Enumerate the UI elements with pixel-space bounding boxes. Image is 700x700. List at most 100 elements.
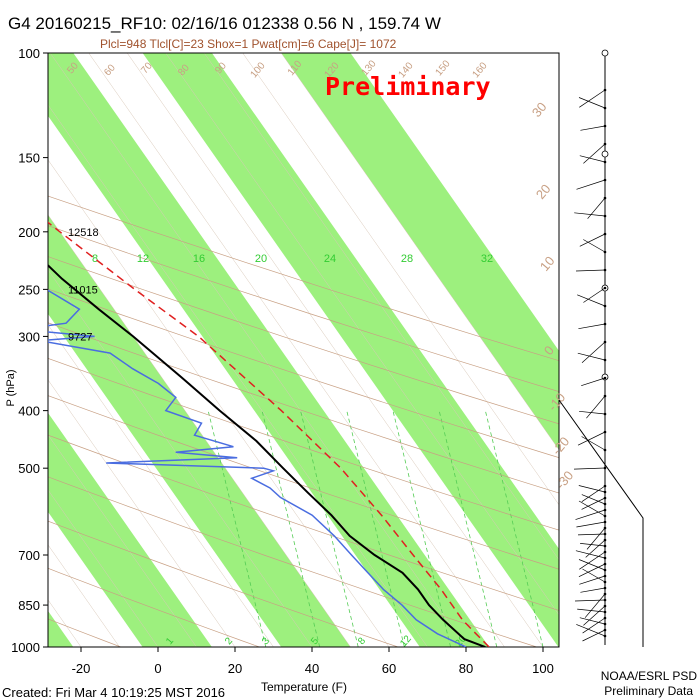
wind-barb <box>579 617 606 625</box>
preliminary-watermark: Preliminary <box>325 72 491 101</box>
wind-barb <box>580 587 606 593</box>
mixing-ratio-line <box>261 410 321 647</box>
wind-barb <box>580 125 606 131</box>
wind-barb <box>583 143 606 164</box>
temperature-axis: -20 0 20 40 60 80 100 <box>72 647 554 676</box>
pressure-tick-label: 150 <box>18 151 40 166</box>
parcel-path <box>48 221 490 647</box>
credit-line-1: NOAA/ESRL PSD <box>601 669 698 683</box>
calm-wind-marker <box>601 49 609 57</box>
wind-barb <box>577 294 606 307</box>
temperature-tick-label: 80 <box>459 661 473 676</box>
plot-frame <box>47 52 560 648</box>
isotherm-line <box>165 53 559 616</box>
wind-barb <box>575 509 606 520</box>
dry-adiabat <box>48 520 399 647</box>
dry-adiabat <box>48 567 260 647</box>
pressure-axis: 100 150 200 250 300 400 500 700 850 1000 <box>11 46 48 655</box>
mixing-ratio-line <box>484 410 544 647</box>
isotherm-band <box>48 610 74 647</box>
isotherm-line <box>48 434 197 647</box>
isotherm-celsius-label: 10 <box>537 253 558 274</box>
isotherm-line <box>48 104 428 647</box>
isotherm-label: 100 <box>249 60 268 80</box>
isotherm-line <box>88 53 505 647</box>
isotherm-band <box>48 412 212 647</box>
mixing-ratio-bottom-label: 2 <box>223 635 235 647</box>
wind-barb <box>579 551 606 570</box>
dry-adiabat <box>48 256 559 425</box>
isotherm-line <box>48 269 313 647</box>
isotherm-line <box>49 53 467 647</box>
temperature-tick-label: 40 <box>305 661 319 676</box>
dry-adiabat <box>48 288 559 459</box>
temperature-tick-label: -20 <box>72 661 91 676</box>
isotherm-line <box>48 489 159 647</box>
mixing-ratio-label: 16 <box>193 253 205 265</box>
wind-barb <box>581 341 606 363</box>
isotherm-celsius-label: 20 <box>533 181 554 202</box>
mixing-ratio-label: 20 <box>255 253 267 265</box>
isotherm-band <box>142 53 559 647</box>
isotherm-band <box>48 53 490 647</box>
mixing-ratio-bottom-label: 5 <box>309 635 321 647</box>
mixing-ratio-label: 32 <box>481 253 493 265</box>
isotherm-line <box>48 324 274 647</box>
isotherm-line <box>280 53 559 451</box>
temperature-profile <box>48 264 486 647</box>
y-axis-label: P (hPa) <box>5 369 17 406</box>
wind-barb <box>578 97 606 109</box>
wind-barb <box>576 179 606 190</box>
mixing-ratio-line <box>300 410 359 647</box>
mixing-ratio-line <box>438 410 498 647</box>
wind-barb <box>578 500 606 517</box>
wind-barb <box>578 323 606 330</box>
dry-adiabat <box>48 395 559 570</box>
mixing-ratio-label: 8 <box>92 253 98 265</box>
wind-barb <box>585 539 606 558</box>
pressure-tick-label: 300 <box>18 329 40 344</box>
wind-barb <box>582 629 606 642</box>
isotherm-celsius-label: 30 <box>529 99 550 120</box>
dry-adiabats <box>48 195 559 647</box>
wind-barb <box>583 287 606 303</box>
wind-barb <box>577 352 606 361</box>
mixing-ratio-line <box>346 410 405 647</box>
wind-barb <box>573 467 606 470</box>
wind-barb <box>574 212 606 217</box>
pressure-tick-label: 100 <box>18 46 40 61</box>
pressure-tick-label: 500 <box>18 461 40 476</box>
pressure-tick-label: 250 <box>18 282 40 297</box>
stability-indices: Plcl=948 Tlcl[C]=23 Shox=1 Pwat[cm]=6 Ca… <box>100 37 397 51</box>
wind-barb <box>574 599 606 602</box>
mixing-ratio-label: 28 <box>401 253 413 265</box>
height-labels: 12518 11015 9727 <box>68 227 99 344</box>
wind-barb <box>577 608 606 613</box>
mixing-ratio-bottom-label: 1 <box>164 635 176 647</box>
calm-wind-marker <box>601 150 609 158</box>
wind-barb-panel <box>558 49 644 647</box>
pressure-tick-label: 700 <box>18 548 40 563</box>
wind-barb <box>575 269 606 272</box>
isotherm-line <box>48 159 390 647</box>
wind-barb <box>583 239 606 253</box>
temperature-tick-label: 100 <box>532 661 554 676</box>
wind-barb <box>581 377 606 387</box>
wind-barb <box>576 521 606 528</box>
dewpoint-profile <box>48 289 467 647</box>
wind-barb <box>579 575 606 585</box>
mixing-ratio-lines <box>207 410 544 647</box>
isotherm-line <box>126 53 544 647</box>
wind-barb <box>577 533 606 536</box>
pressure-tick-label: 200 <box>18 225 40 240</box>
pressure-tick-label: 850 <box>18 598 40 613</box>
isotherm-line <box>203 53 559 561</box>
wind-barb <box>586 395 606 419</box>
mixing-ratio-label: 12 <box>137 253 149 265</box>
mixing-ratio-bottom-label: 8 <box>356 635 368 647</box>
wind-barb <box>583 605 606 626</box>
isotherm-line <box>242 53 559 506</box>
wind-barb <box>586 527 606 550</box>
isotherm-line <box>48 379 236 647</box>
